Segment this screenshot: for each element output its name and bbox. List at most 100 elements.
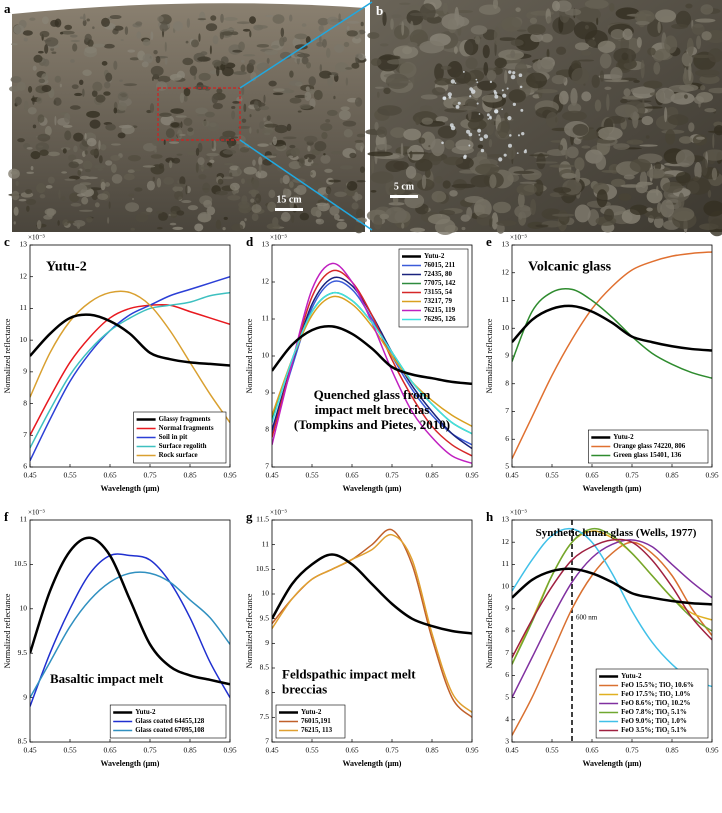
- rock: [147, 58, 152, 61]
- rock: [327, 76, 334, 87]
- rock: [473, 198, 492, 218]
- y-tick-label: 8.5: [260, 663, 270, 672]
- legend-label: Yutu-2: [621, 672, 642, 680]
- rock: [202, 182, 211, 193]
- x-tick-label: 0.85: [183, 471, 196, 480]
- rock: [354, 191, 359, 202]
- y-tick-label: 13: [502, 240, 510, 249]
- rock: [255, 193, 262, 204]
- rock: [492, 201, 511, 214]
- rock: [488, 139, 493, 148]
- rock: [265, 14, 274, 18]
- rock: [621, 52, 629, 61]
- rock: [660, 199, 675, 218]
- rock: [179, 92, 185, 103]
- glint: [503, 153, 507, 157]
- rock: [211, 94, 219, 104]
- rock: [100, 181, 106, 191]
- rock: [103, 91, 111, 96]
- rock: [510, 39, 524, 47]
- rock: [551, 74, 567, 85]
- y-tick-label: 10: [20, 604, 28, 613]
- rock: [367, 32, 380, 39]
- rock: [183, 117, 193, 126]
- rock: [388, 185, 406, 196]
- rock: [27, 107, 37, 115]
- glint: [469, 87, 473, 91]
- rock: [541, 33, 553, 43]
- rock: [108, 201, 111, 209]
- glint: [479, 137, 484, 142]
- x-tick-label: 0.55: [305, 746, 318, 755]
- rock: [355, 141, 365, 151]
- rock: [223, 17, 238, 21]
- rock: [399, 80, 412, 84]
- glint: [483, 134, 489, 139]
- rock: [183, 95, 188, 102]
- rock: [72, 43, 78, 52]
- rock: [482, 44, 490, 59]
- rock: [227, 195, 241, 201]
- rock: [664, 107, 668, 123]
- rock: [259, 106, 270, 111]
- legend-label: Surface regolith: [159, 442, 207, 450]
- rock: [69, 34, 78, 38]
- rock: [32, 124, 37, 129]
- rock: [324, 168, 333, 173]
- rock: [693, 176, 700, 182]
- rock: [237, 167, 241, 175]
- x-tick-label: 0.65: [585, 471, 598, 480]
- y-tick-label: 10: [262, 351, 270, 360]
- rock: [675, 10, 692, 28]
- rock: [263, 117, 266, 122]
- rock: [169, 222, 177, 226]
- glint: [521, 131, 525, 136]
- x-tick-label: 0.85: [425, 746, 438, 755]
- rock: [156, 210, 163, 214]
- rock: [82, 69, 92, 76]
- rock: [629, 49, 632, 66]
- rock: [574, 204, 591, 223]
- rock: [105, 123, 116, 131]
- photo-a-bg: [12, 3, 365, 233]
- rock: [475, 163, 500, 175]
- rock: [515, 7, 521, 12]
- zoom-line: [239, 1, 373, 89]
- rock: [249, 114, 252, 118]
- rock: [489, 174, 497, 189]
- rock: [379, 43, 389, 47]
- rock: [610, 67, 623, 82]
- rock: [340, 106, 350, 111]
- rock: [142, 39, 151, 46]
- rock: [198, 166, 210, 170]
- rock: [596, 189, 608, 208]
- rock: [644, 106, 663, 109]
- rock: [344, 188, 347, 192]
- rock: [279, 51, 292, 60]
- rock: [701, 74, 717, 78]
- rock: [267, 201, 277, 212]
- legend-label: Rock surface: [159, 451, 198, 459]
- rock: [305, 86, 310, 92]
- rock: [78, 209, 93, 212]
- rock: [205, 155, 209, 160]
- rock: [356, 133, 366, 138]
- rock: [127, 155, 141, 162]
- rock: [700, 4, 714, 15]
- rock: [667, 114, 689, 126]
- rock: [238, 201, 250, 209]
- rock: [227, 139, 233, 149]
- rock: [685, 177, 711, 195]
- y-tick-label: 3: [505, 737, 509, 746]
- rock: [383, 87, 391, 95]
- rock: [249, 16, 256, 24]
- rock: [304, 135, 318, 143]
- rock: [92, 26, 95, 30]
- rock: [74, 92, 83, 97]
- y-tick-label: 10.5: [256, 564, 269, 573]
- rock: [170, 108, 184, 114]
- rock: [79, 79, 84, 86]
- rock: [626, 139, 644, 145]
- series-line: [272, 325, 472, 385]
- rock: [105, 160, 113, 166]
